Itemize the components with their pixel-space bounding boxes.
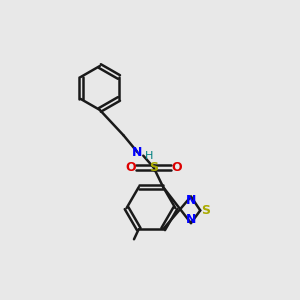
Text: S: S: [201, 204, 210, 217]
Text: H: H: [145, 151, 153, 161]
Text: O: O: [172, 161, 182, 174]
Text: N: N: [186, 194, 196, 206]
Text: S: S: [149, 161, 158, 174]
Text: O: O: [125, 161, 136, 174]
Text: N: N: [132, 146, 143, 159]
Text: N: N: [186, 213, 196, 226]
